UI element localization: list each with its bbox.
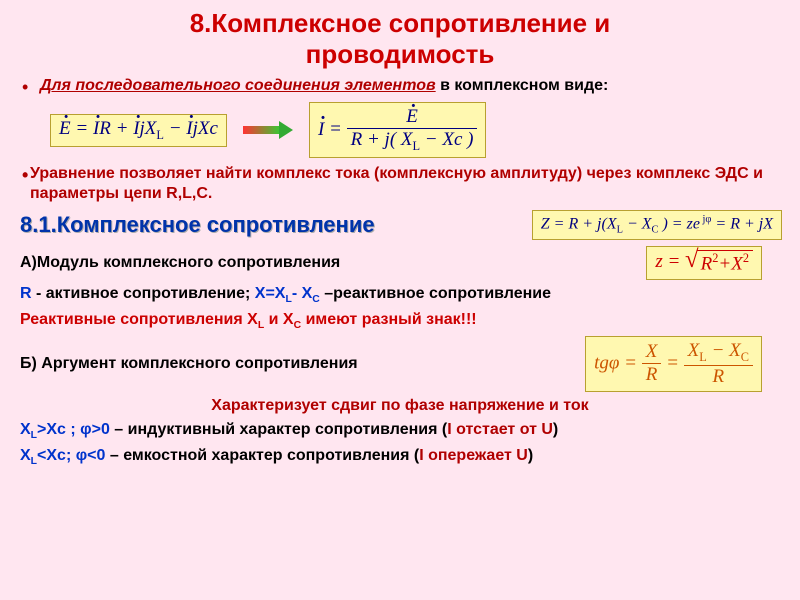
phase-text: Характеризует сдвиг по фазе напряжение и…: [0, 394, 800, 418]
intro-emph: Для последовательного соединения элемент…: [40, 77, 436, 94]
slide-title: 8.Комплексное сопротивление и проводимос…: [0, 0, 800, 74]
argument-row: Б) Аргумент комплексного сопротивления t…: [0, 334, 800, 394]
r-x-line: R - активное сопротивление; X=XL- XC –ре…: [0, 282, 800, 308]
label-B: Б) Аргумент комплексного сопротивления: [20, 355, 358, 373]
explain-text: Уравнение позволяет найти комплекс тока …: [0, 162, 800, 206]
equation-tg: tgφ = X R = XL − XC R: [585, 336, 762, 392]
reactive-sign-line: Реактивные сопротивления XL и XC имеют р…: [0, 308, 800, 334]
arrow-icon: [243, 123, 293, 137]
title-line1: 8.Комплексное сопротивление и: [190, 8, 611, 38]
modulus-row: А)Модуль комплексного сопротивления z = …: [0, 244, 800, 281]
capacitive-line: XL<Xc; φ<0 – емкостной характер сопротив…: [0, 444, 800, 470]
equation-E: E = IR + IjXL − IjXc: [50, 114, 227, 147]
equation-Z: Z = R + j(XL − XC ) = ze jφ = R + jX: [532, 210, 782, 240]
section-81-row: 8.1.Комплексное сопротивление Z = R + j(…: [0, 206, 800, 244]
label-A: А)Модуль комплексного сопротивления: [20, 254, 340, 272]
equation-mod: z = √ R2+X2: [646, 246, 762, 279]
equation-I: I = E R + j( XL − Xc ): [309, 102, 487, 158]
intro-bullet: Для последовательного соединения элемент…: [0, 74, 800, 98]
section-81-title: 8.1.Комплексное сопротивление: [6, 208, 389, 242]
inductive-line: XL>Xc ; φ>0 – индуктивный характер сопро…: [0, 418, 800, 444]
intro-tail: в комплексном виде:: [436, 77, 609, 94]
formula-row-1: E = IR + IjXL − IjXc I = E R + j( XL − X…: [0, 98, 800, 162]
title-line2: проводимость: [306, 39, 495, 69]
